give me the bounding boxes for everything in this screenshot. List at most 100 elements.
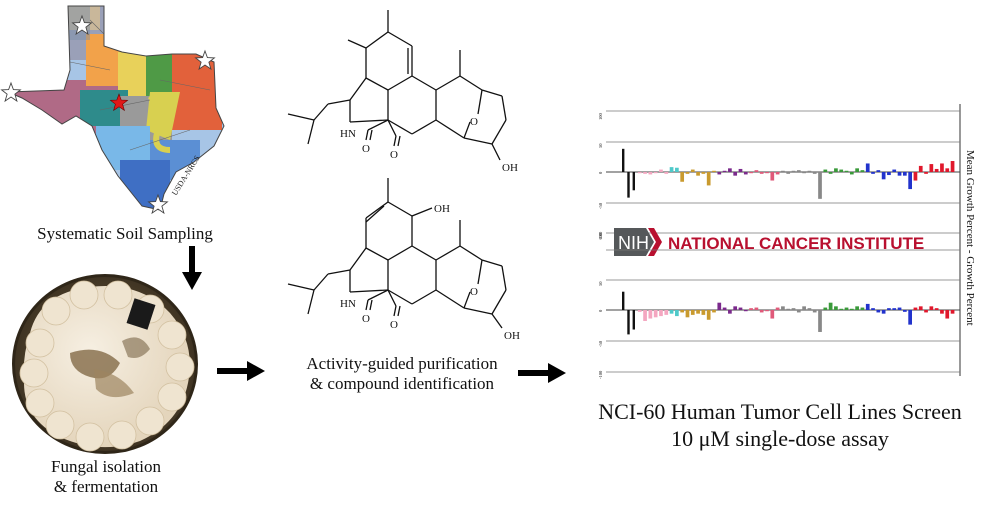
cell-line-bar — [664, 310, 669, 315]
cell-line-bar — [918, 165, 923, 172]
sample-star-icon — [71, 14, 93, 36]
cell-line-bar — [648, 172, 653, 175]
cell-line-bar — [940, 163, 944, 172]
petri-dish-photo — [12, 274, 198, 454]
cell-line-bar — [796, 170, 801, 172]
mol-bottom-o2: O — [390, 319, 398, 331]
cell-line-bar — [828, 302, 833, 310]
cell-line-bar — [929, 306, 934, 310]
cell-line-bar — [881, 310, 886, 314]
cell-line-bar — [924, 172, 928, 174]
cell-line-bar — [839, 308, 844, 310]
mol-bottom-bridge-o: O — [470, 286, 478, 298]
cell-line-bar — [627, 172, 630, 198]
cell-line-bar — [685, 172, 690, 174]
cell-line-bar — [669, 167, 674, 172]
cell-line-bar — [749, 172, 753, 174]
cell-line-bar — [902, 310, 907, 312]
cell-line-bar — [950, 310, 955, 314]
cell-line-bar — [696, 172, 700, 176]
cell-line-bar — [902, 172, 907, 176]
top-chart-grid — [606, 110, 960, 234]
nih-banner: NIH NATIONAL CANCER INSTITUTE — [614, 228, 924, 256]
nci-screen-title: NCI-60 Human Tumor Cell Lines Screen 10 … — [570, 398, 990, 452]
cell-line-bar — [770, 310, 775, 319]
fungal-caption-line1: Fungal isolation — [50, 457, 162, 476]
cell-line-bar — [871, 172, 875, 174]
right-arrow-icon — [518, 363, 566, 383]
mol-bottom-oh-top: OH — [434, 203, 450, 215]
cell-line-bar — [690, 169, 695, 172]
mol-top-oh: OH — [502, 162, 518, 174]
cell-line-bar — [823, 307, 828, 310]
bottom-tick-0: 0 — [598, 309, 603, 312]
cell-line-bar — [754, 170, 759, 172]
nci-screen-title-line2: 10 μM single-dose assay — [671, 426, 889, 451]
cell-line-bar — [659, 169, 663, 172]
cell-line-bar — [722, 170, 727, 172]
cell-line-bar — [728, 310, 732, 314]
cell-line-bar — [690, 310, 695, 315]
cell-line-bar — [743, 172, 748, 175]
cell-line-bar — [871, 308, 875, 310]
cell-line-bar — [892, 308, 897, 310]
cell-line-bar — [855, 168, 859, 172]
cell-line-bar — [897, 172, 902, 176]
cell-line-bar — [717, 172, 722, 175]
cell-line-bar — [897, 307, 902, 310]
cell-line-bar — [934, 168, 939, 172]
cell-line-bar — [786, 308, 791, 310]
mol-bottom-o1: O — [362, 313, 370, 325]
cell-line-bar — [622, 291, 625, 310]
cell-line-bar — [743, 310, 748, 312]
cell-line-bar — [908, 172, 912, 190]
cell-line-bar — [812, 172, 817, 174]
mol-top-nh: HN — [340, 128, 356, 140]
cell-line-bar — [786, 172, 791, 174]
cell-line-bar — [807, 170, 812, 172]
cell-line-bar — [802, 172, 806, 174]
nci-name-text: NATIONAL CANCER INSTITUTE — [668, 234, 924, 253]
cell-line-bar — [706, 310, 711, 320]
cell-line-bar — [828, 172, 833, 174]
cell-line-bar — [653, 172, 658, 174]
cell-line-bar — [675, 310, 679, 317]
nci60-panel: 100 50 0 -50 -100 NIH NATIONAL CANCER IN… — [598, 104, 976, 379]
bottom-chart-grid — [606, 249, 960, 373]
top-chart-bars — [622, 148, 955, 199]
cell-line-bar — [818, 172, 822, 199]
cell-line-bar — [648, 310, 653, 319]
mol-top-o1: O — [362, 143, 370, 155]
cell-line-bar — [834, 168, 838, 172]
cell-line-bar — [770, 172, 775, 181]
cell-line-bar — [622, 148, 625, 172]
cell-line-bar — [632, 310, 635, 330]
cell-line-bar — [627, 310, 630, 335]
cell-line-bar — [887, 308, 891, 310]
cell-line-bar — [929, 164, 934, 172]
cell-line-bar — [860, 170, 865, 172]
cell-line-bar — [834, 306, 838, 310]
cell-line-bar — [791, 170, 796, 172]
cell-line-bar — [637, 310, 642, 312]
bottom-chart-bars — [622, 291, 955, 335]
cell-line-bar — [796, 310, 801, 313]
cell-line-bar — [685, 310, 690, 318]
cell-line-bar — [807, 308, 812, 310]
cell-line-bar — [892, 169, 897, 172]
cell-line-bar — [860, 307, 865, 310]
cell-line-bar — [775, 172, 780, 175]
cell-line-bar — [759, 172, 764, 174]
right-arrow-icon — [217, 361, 265, 381]
cell-line-bar — [659, 310, 663, 317]
top-tick-neg100: -100 — [598, 231, 603, 240]
cell-line-bar — [908, 310, 912, 325]
mol-bottom-oh: OH — [504, 330, 520, 342]
cell-line-bar — [765, 310, 769, 312]
top-tick-100: 100 — [598, 113, 603, 121]
top-tick-0: 0 — [598, 171, 603, 174]
cell-line-bar — [712, 170, 716, 172]
sample-star-icon — [194, 49, 216, 71]
cell-line-bar — [839, 169, 844, 172]
top-chart-ticks: 100 50 0 -50 -100 — [598, 113, 603, 241]
